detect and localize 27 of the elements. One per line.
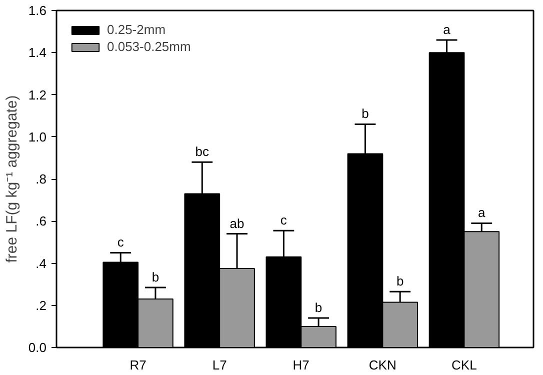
data-label: bc xyxy=(195,144,210,160)
x-tick-label: L7 xyxy=(212,358,227,372)
x-tick-label: CKN xyxy=(368,358,396,372)
y-tick-label: .8 xyxy=(36,172,46,186)
y-tick-label: .2 xyxy=(36,298,46,313)
data-label: c xyxy=(280,212,288,228)
data-label: ab xyxy=(230,216,244,231)
data-label: b xyxy=(314,300,322,316)
data-label: b xyxy=(362,106,369,122)
x-tick-label: R7 xyxy=(130,358,146,372)
data-label: a xyxy=(443,22,452,37)
data-label: a xyxy=(478,205,486,220)
x-tick-label: CKL xyxy=(452,358,477,372)
data-label: b xyxy=(396,274,404,289)
y-tick-label: .6 xyxy=(36,214,46,229)
legend-label: 0.25-2mm xyxy=(107,22,166,37)
data-label: b xyxy=(152,269,160,284)
y-axis-title: free LF(g kg⁻¹ aggregate) xyxy=(3,95,20,263)
y-tick-label: .4 xyxy=(36,256,46,271)
y-tick-label: 1.2 xyxy=(28,87,47,102)
y-tick-label: 1.6 xyxy=(28,3,47,18)
y-tick-label: 0.0 xyxy=(28,340,47,355)
legend-label: 0.053-0.25mm xyxy=(107,39,191,54)
data-label: c xyxy=(117,234,124,250)
text: 1.0 xyxy=(28,129,47,144)
x-tick-label: H7 xyxy=(292,358,310,372)
y-tick-label: 1.4 xyxy=(28,45,47,60)
